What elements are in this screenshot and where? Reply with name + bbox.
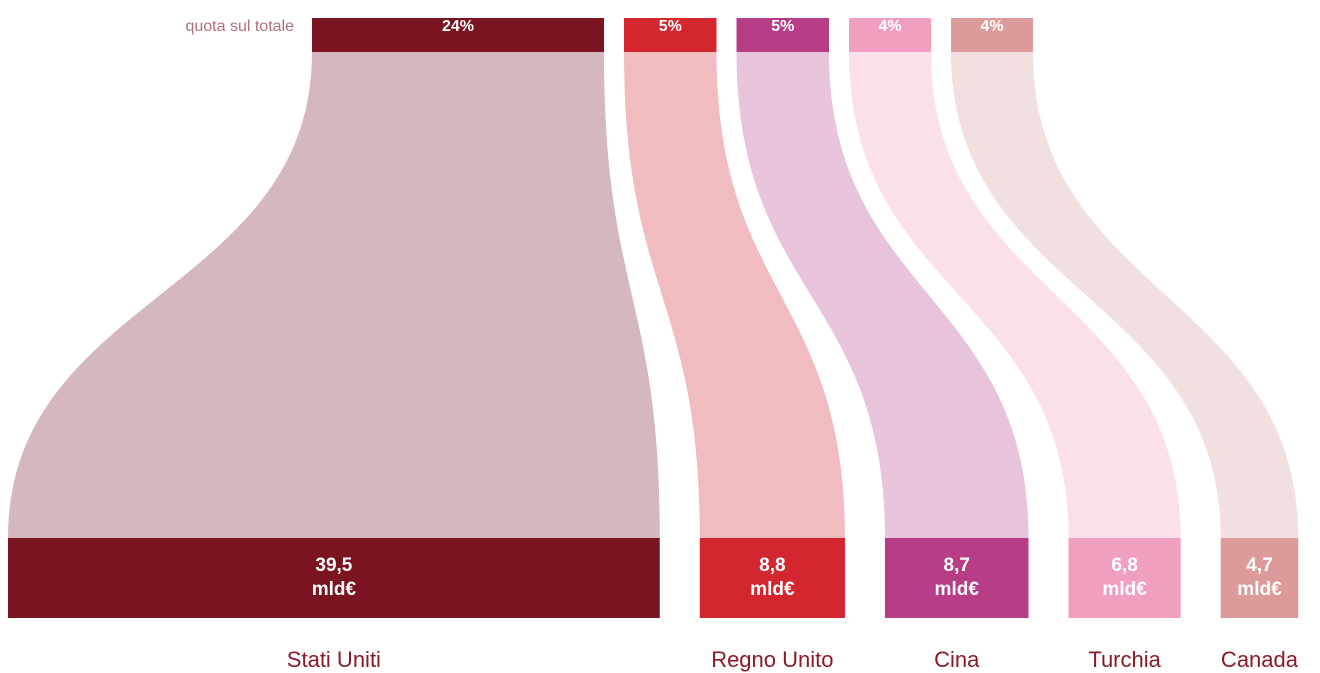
category-label: Stati Uniti xyxy=(286,647,381,672)
flow xyxy=(849,52,1181,538)
category-label: Turchia xyxy=(1088,647,1161,672)
flow xyxy=(624,52,845,538)
flow xyxy=(951,52,1299,538)
value-bar xyxy=(1220,538,1299,618)
category-label: Cina xyxy=(934,647,980,672)
share-label: quota sul totale xyxy=(185,18,294,35)
value-label: 8,7 mld€ xyxy=(934,555,979,600)
share-label: 5% xyxy=(771,18,795,35)
share-label: 4% xyxy=(878,18,902,35)
share-bar xyxy=(624,18,717,52)
value-bar xyxy=(1068,538,1181,618)
share-bar xyxy=(312,18,604,52)
value-label: 39,5 mld€ xyxy=(311,555,357,600)
value-bar xyxy=(699,538,845,618)
flow xyxy=(8,52,660,538)
value-label: 4,7 mld€ xyxy=(1237,555,1282,600)
flow xyxy=(736,52,1029,538)
value-bar xyxy=(884,538,1029,618)
value-label: 6,8 mld€ xyxy=(1102,555,1147,600)
share-label: 5% xyxy=(658,18,682,35)
category-label: Regno Unito xyxy=(711,647,834,672)
category-label: Canada xyxy=(1220,647,1299,672)
share-label: 4% xyxy=(980,18,1004,35)
value-bar xyxy=(8,538,660,618)
value-label: 8,8 mld€ xyxy=(750,555,795,600)
share-bar xyxy=(736,18,829,52)
share-label: 24% xyxy=(441,18,475,35)
share-bar xyxy=(849,18,931,52)
share-bar xyxy=(951,18,1033,52)
